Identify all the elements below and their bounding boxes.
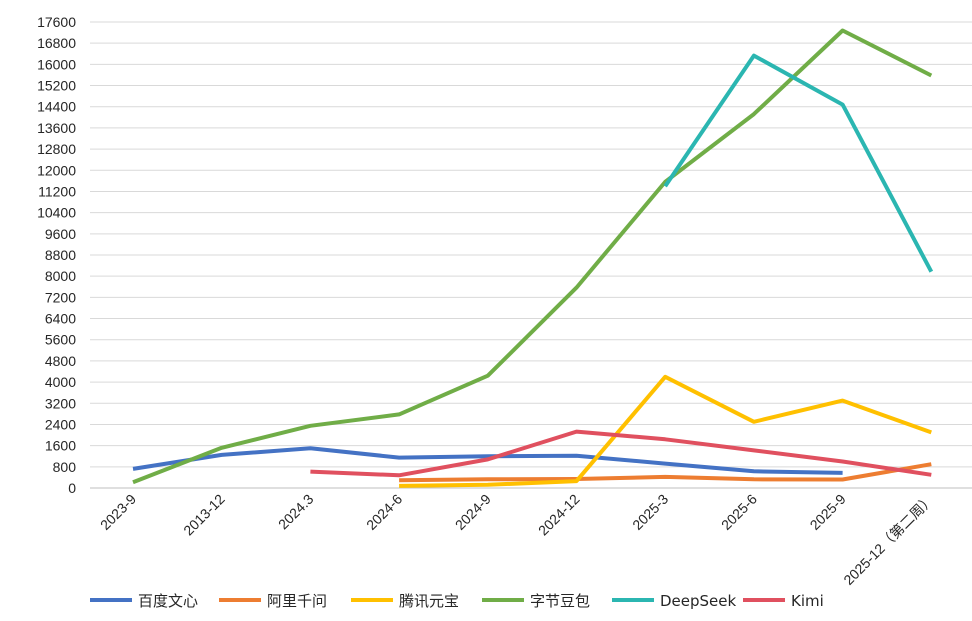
y-tick-label: 10400 — [37, 205, 76, 221]
series-line — [399, 374, 932, 488]
y-tick-label: 12800 — [37, 141, 76, 157]
y-tick-label: 8000 — [45, 268, 76, 284]
series-line — [132, 28, 933, 485]
legend-label: 阿里千问 — [267, 592, 327, 610]
legend: 百度文心 阿里千问 腾讯元宝 字节豆包 DeepSeek Kimi — [90, 592, 824, 610]
y-tick-label: 3200 — [45, 395, 76, 411]
y-tick-label: 13600 — [37, 120, 76, 136]
gridlines — [90, 21, 972, 489]
x-tick-label: 2013-12 — [180, 491, 228, 539]
legend-label: Kimi — [791, 592, 824, 610]
y-tick-label: 2400 — [45, 416, 76, 432]
y-tick-label: 16800 — [37, 35, 76, 51]
y-tick-label: 4800 — [45, 353, 76, 369]
series-line — [310, 429, 932, 478]
y-axis: 0 800 1600 2400 3200 4000 4800 5600 6400 7200 8000… — [37, 14, 76, 496]
legend-label: 字节豆包 — [530, 592, 590, 610]
x-axis: 2023-9 2013-12 2024.3 2024-6 2024-9 2024-12 20… — [97, 491, 937, 588]
y-tick-label: 4000 — [45, 374, 76, 390]
legend-label: 百度文心 — [138, 592, 198, 610]
y-tick-label: 9600 — [45, 226, 76, 242]
y-tick-label: 800 — [53, 459, 77, 475]
x-tick-label: 2024-6 — [363, 491, 405, 533]
x-tick-label: 2024-9 — [452, 491, 494, 533]
y-tick-label: 0 — [68, 480, 76, 496]
legend-label: DeepSeek — [660, 592, 737, 610]
series-lines — [132, 28, 934, 488]
x-tick-label: 2025-9 — [807, 491, 849, 533]
y-tick-label: 5600 — [45, 332, 76, 348]
y-tick-label: 7200 — [45, 289, 76, 305]
y-tick-label: 14400 — [37, 99, 76, 115]
x-tick-label: 2023-9 — [97, 491, 139, 533]
y-tick-label: 17600 — [37, 14, 76, 30]
x-tick-label: 2024.3 — [275, 491, 317, 533]
x-tick-label: 2025-6 — [718, 491, 760, 533]
y-tick-label: 12000 — [37, 162, 76, 178]
x-tick-label: 2025-12（第二周） — [840, 491, 937, 588]
x-tick-label: 2025-3 — [629, 491, 671, 533]
y-tick-label: 15200 — [37, 78, 76, 94]
y-tick-label: 11200 — [38, 183, 76, 199]
y-tick-label: 1600 — [45, 438, 76, 454]
legend-label: 腾讯元宝 — [399, 592, 459, 610]
y-tick-label: 6400 — [45, 311, 76, 327]
series-line — [132, 446, 843, 475]
y-tick-label: 8800 — [45, 247, 76, 263]
y-tick-label: 16000 — [37, 56, 76, 72]
series-line — [399, 462, 932, 483]
x-tick-label: 2024-12 — [535, 491, 583, 539]
series-line — [663, 53, 934, 273]
